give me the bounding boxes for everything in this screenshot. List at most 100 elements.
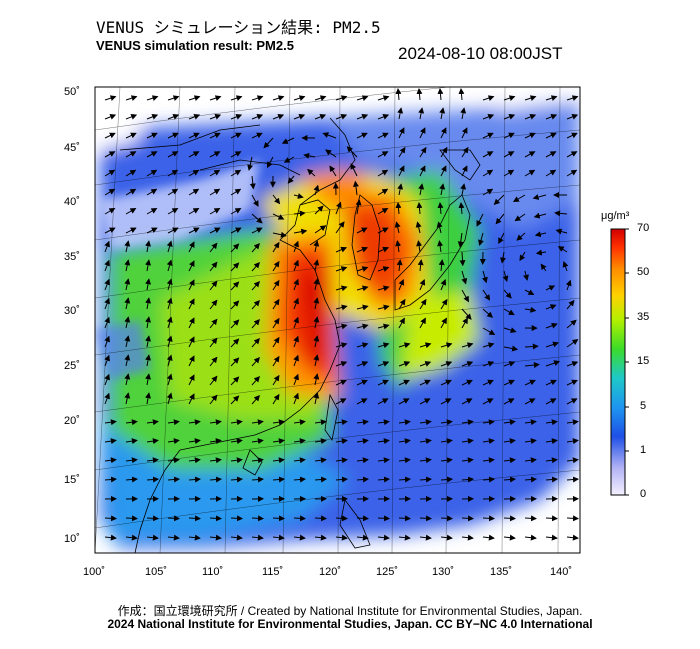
wind-arrow: [145, 259, 151, 272]
wind-arrow: [251, 114, 264, 120]
wind-arrow: [251, 338, 260, 348]
wind-arrow: [145, 297, 151, 310]
wind-arrow: [313, 278, 320, 291]
wind-arrow: [461, 342, 474, 349]
wind-arrow: [566, 151, 578, 158]
wind-arrow: [440, 278, 447, 291]
wind-arrow: [482, 361, 495, 367]
wind-arrow: [377, 227, 389, 234]
wind-arrow: [482, 515, 495, 522]
wind-arrow: [440, 361, 453, 367]
timestamp: 2024-08-10 08:00JST: [398, 44, 563, 63]
wind-arrow: [562, 261, 569, 272]
wind-arrow: [335, 221, 345, 234]
wind-arrow: [495, 213, 505, 225]
wind-arrow: [545, 95, 558, 101]
wind-arrow: [104, 515, 117, 522]
wind-arrow: [272, 194, 281, 205]
wind-arrow: [503, 132, 515, 139]
wind-arrow: [524, 379, 536, 386]
wind-arrow: [395, 88, 402, 101]
wind-arrow: [397, 183, 404, 196]
wind-arrow: [545, 285, 556, 291]
wind-arrow: [461, 398, 473, 405]
wind-arrow: [335, 438, 348, 445]
wind-arrow: [395, 202, 402, 215]
wind-arrow: [419, 379, 431, 386]
wind-arrow: [293, 335, 299, 348]
colorbar-tick-label: 35: [637, 311, 650, 323]
wind-arrow: [230, 262, 240, 272]
wind-arrow: [293, 114, 306, 120]
wind-arrow: [482, 270, 488, 284]
wind-arrow: [524, 306, 537, 313]
wind-arrow: [398, 515, 411, 522]
wind-arrow: [313, 354, 320, 367]
wind-arrow: [104, 316, 110, 329]
wind-arrow: [398, 298, 406, 310]
wind-arrow: [457, 232, 464, 248]
wind-arrow: [272, 419, 285, 426]
wind-arrow: [356, 476, 369, 483]
wind-arrow: [503, 169, 515, 177]
wind-arrow: [566, 95, 579, 101]
wind-arrow: [503, 345, 519, 352]
wind-arrow: [356, 398, 368, 405]
wind-arrow: [524, 534, 537, 541]
wind-arrow: [419, 165, 426, 177]
wind-arrow: [482, 419, 495, 426]
wind-arrow: [293, 457, 306, 464]
wind-arrow: [230, 281, 240, 291]
wind-arrow: [335, 534, 348, 541]
lat-tick: 25˚: [64, 360, 80, 372]
wind-arrow: [418, 107, 425, 120]
wind-arrow: [356, 342, 369, 349]
wind-arrow: [377, 379, 389, 386]
wind-arrow: [461, 146, 469, 158]
map-area: [95, 87, 580, 553]
wind-arrow: [461, 476, 474, 483]
wind-arrow: [124, 297, 131, 310]
wind-arrow: [356, 361, 369, 367]
wind-arrow: [104, 534, 117, 541]
wind-arrow: [272, 241, 280, 253]
wind-arrow: [566, 132, 578, 139]
wind-arrow: [535, 249, 547, 256]
wind-arrow: [145, 240, 151, 253]
wind-arrow: [251, 132, 263, 139]
wind-arrow: [335, 201, 342, 215]
wind-arrow: [230, 376, 240, 386]
wind-arrow: [566, 339, 579, 348]
wind-arrow: [293, 419, 306, 426]
wind-arrow: [188, 457, 201, 464]
wind-arrow: [377, 419, 390, 426]
wind-arrow: [419, 146, 427, 158]
wind-arrow: [209, 261, 218, 272]
wind-arrow: [503, 398, 515, 405]
wind-arrow: [461, 165, 468, 177]
wind-arrow: [482, 379, 494, 386]
wind-arrow: [532, 194, 547, 200]
wind-arrow: [545, 341, 559, 348]
lat-tick: 40˚: [64, 196, 80, 208]
wind-arrow: [356, 457, 369, 464]
wind-arrow: [458, 88, 465, 101]
wind-arrow: [437, 240, 444, 253]
wind-arrow: [394, 221, 401, 234]
wind-arrow: [314, 225, 327, 234]
wind-arrow: [440, 298, 448, 310]
lon-tick: 115˚: [262, 566, 284, 578]
wind-arrow: [251, 243, 260, 253]
wind-arrow: [440, 398, 452, 405]
wind-arrow: [230, 438, 243, 445]
wind-arrow: [461, 270, 468, 285]
wind-arrow: [188, 534, 201, 541]
wind-arrow: [272, 114, 285, 120]
wind-arrow: [283, 156, 295, 163]
wind-arrow: [398, 438, 411, 445]
wind-arrow: [440, 419, 453, 426]
wind-arrow: [524, 438, 537, 445]
wind-arrow: [314, 205, 324, 215]
wind-arrow: [125, 132, 137, 139]
wind-arrow: [125, 95, 138, 101]
